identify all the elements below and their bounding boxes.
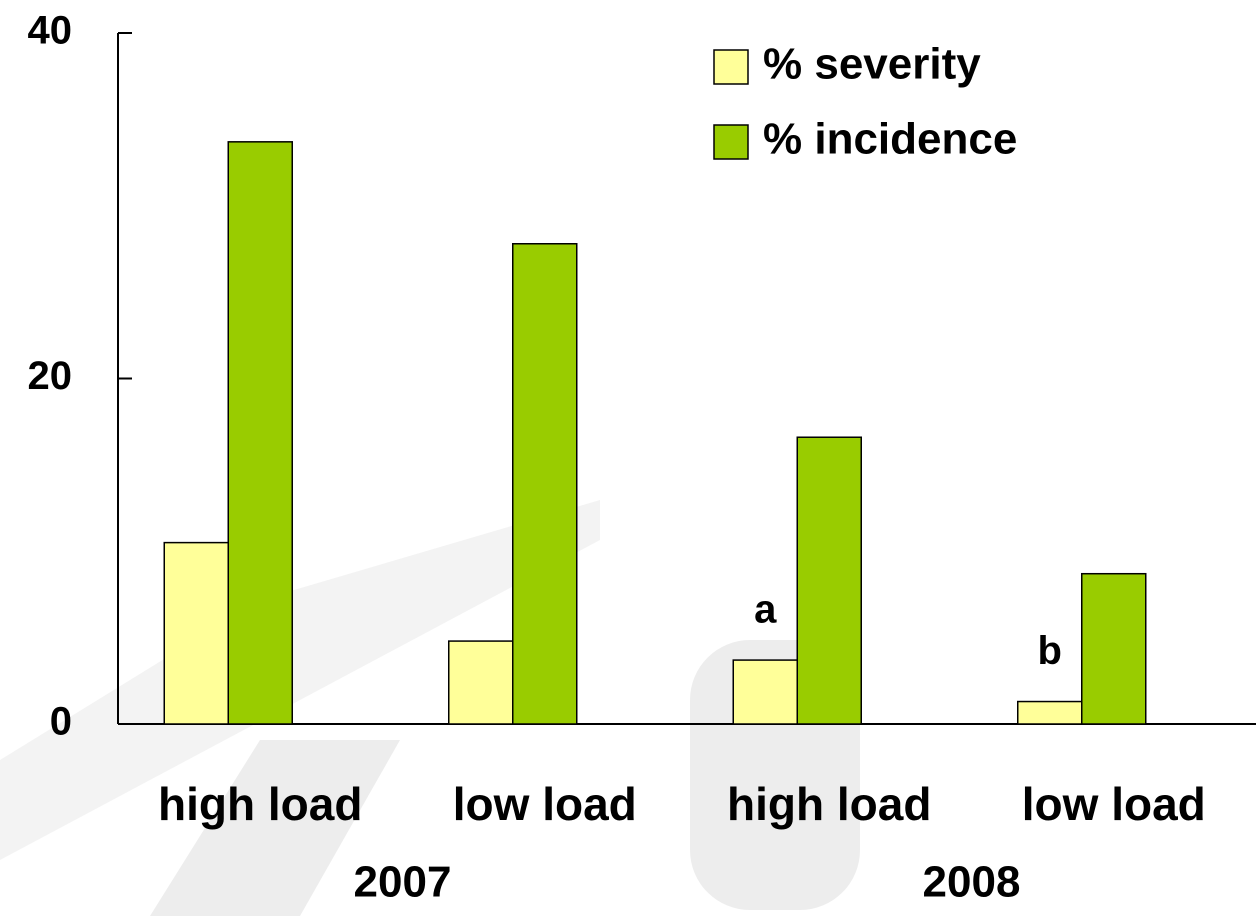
bar <box>163 541 229 725</box>
bar <box>448 640 514 725</box>
x-tick-label: high load <box>727 778 931 830</box>
bar <box>1017 700 1083 725</box>
legend-label: % incidence <box>763 115 1017 164</box>
bar <box>732 659 798 725</box>
bar <box>512 243 578 725</box>
legend-swatch <box>713 124 749 160</box>
y-tick-label: 40 <box>28 9 73 53</box>
legend-swatch <box>713 49 749 85</box>
x-tick-label: low load <box>1022 778 1206 830</box>
background-decoration <box>0 500 860 916</box>
x-tick-label: low load <box>453 778 637 830</box>
y-tick-label: 20 <box>28 354 73 398</box>
x-tick-label: high load <box>158 778 362 830</box>
bar-annotation: a <box>754 588 777 632</box>
bar <box>796 436 862 725</box>
bar-annotation: b <box>1038 629 1062 673</box>
y-tick-label: 0 <box>50 700 72 744</box>
legend-label: % severity <box>763 40 981 89</box>
group-label: 2007 <box>354 858 452 907</box>
bar <box>1081 572 1147 725</box>
bar <box>227 141 293 725</box>
group-label: 2008 <box>923 858 1021 907</box>
